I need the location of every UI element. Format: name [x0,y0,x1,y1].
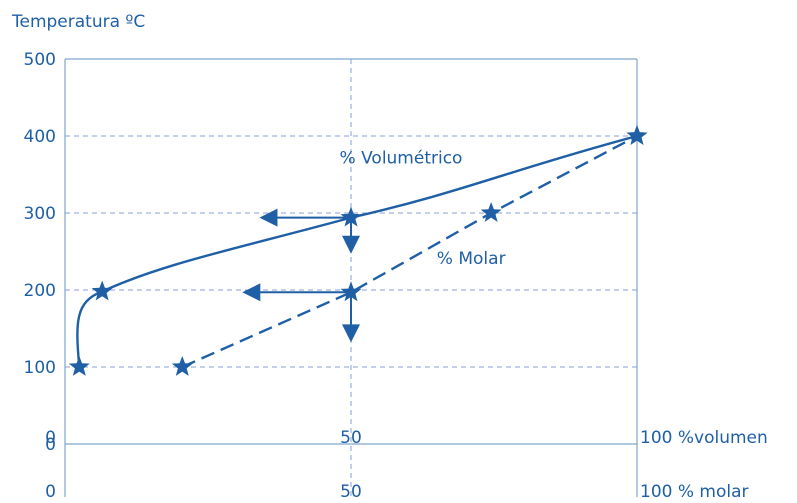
chart-title: Temperatura ºC [11,12,145,32]
x-axis-2-end-label: 100 % molar [640,482,749,502]
arrow-left-head [259,208,278,227]
arrow-down-head [342,235,360,254]
series-line-1 [76,134,638,368]
x-axis-2-zero-label: 0 [45,482,56,502]
y-tick-label: 400 [24,127,56,147]
x-axis-2-mid-label: 50 [340,482,362,502]
arrow-down-head [342,324,360,343]
grid [65,59,637,497]
data-point-star [626,125,648,145]
y-tick-label: 500 [24,50,56,70]
y-tick-label: 0 [45,435,56,455]
data-point-star [340,206,362,227]
y-tick-label: 300 [24,204,56,224]
series [76,134,638,369]
series-labels: % Volumétrico % Molar [340,149,506,269]
x-axis-1-mid-label: 50 [340,428,362,448]
data-point-star [68,356,90,376]
y-tick-label: 100 [24,358,56,378]
series-line-2 [181,134,638,369]
series-label-2: % Molar [437,249,506,269]
arrow-left-head [242,283,261,302]
y-tick-label: 200 [24,281,56,301]
series-label-1: % Volumétrico [340,149,463,169]
data-point-star [171,356,193,376]
x-axis-1-end-label: 100 %volumen [640,428,768,448]
data-point-star [480,202,502,222]
annotations [242,208,360,343]
plot-frame [64,58,638,497]
data-point-star [91,280,113,301]
data-point-star [340,281,362,302]
x-axis-1-zero-label: 0 [45,428,56,448]
markers [68,125,648,376]
